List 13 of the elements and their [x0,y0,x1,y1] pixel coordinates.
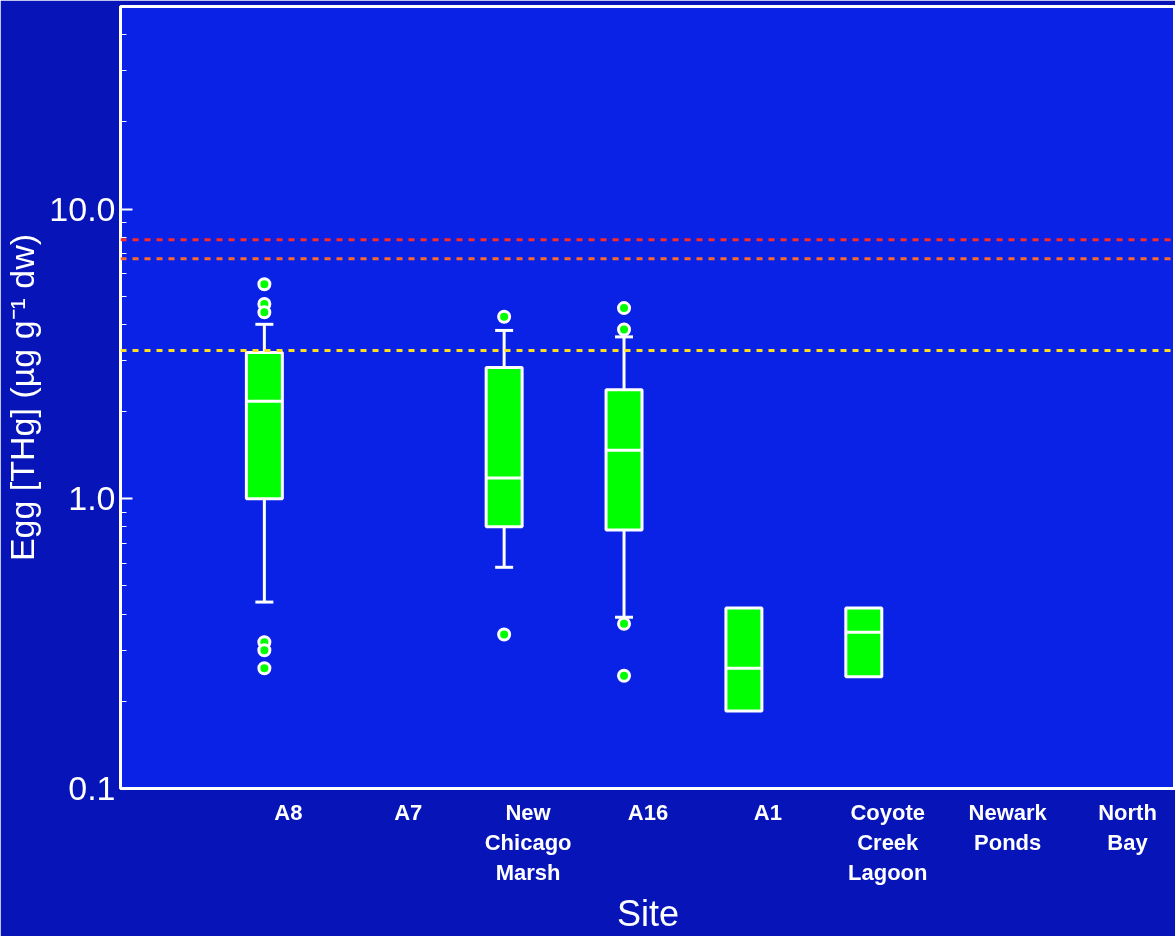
x-tick-label: Coyote Creek Lagoon [848,799,928,885]
x-tick-label: New Chicago Marsh [484,799,572,885]
y-tick-label: 0.1 [68,769,116,807]
x-tick-label: A1 [753,799,782,825]
y-tick-label: 1.0 [68,479,116,518]
x-tick-label: A8 [274,799,303,825]
y-axis-title: Egg [THg] (µg g⁻¹ dw) [3,233,42,562]
y-tick-label: 10.0 [49,189,116,228]
x-tick-label: Newark Ponds [968,799,1048,855]
x-tick-label: A7 [394,799,423,825]
x-tick-label: A16 [627,799,669,825]
x-axis-title: Site [616,892,680,934]
x-tick-label: North Bay [1098,799,1157,855]
